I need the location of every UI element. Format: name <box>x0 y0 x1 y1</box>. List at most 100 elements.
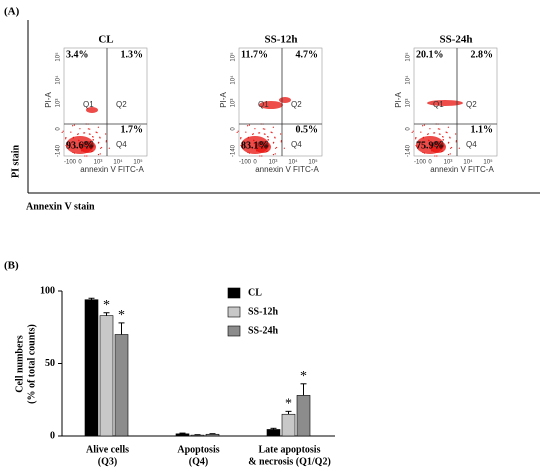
x-tick-label: 10⁴ <box>113 159 123 166</box>
x-axis-label: annexin V FITC-A <box>430 165 494 174</box>
cell-dot <box>421 141 423 144</box>
cell-dot <box>428 142 431 145</box>
cell-dot <box>241 145 243 148</box>
bar <box>190 434 205 437</box>
bar <box>205 433 220 437</box>
cell-dot <box>265 150 267 153</box>
cell-dot <box>423 124 425 126</box>
cell-dot <box>442 136 444 138</box>
outer-x-label: Annexin V stain <box>26 201 95 212</box>
quadrant-percentage: 1.1% <box>471 124 494 135</box>
cell-dot <box>434 132 436 134</box>
cell-dot <box>101 146 103 149</box>
y-tick-label: 10⁵ <box>230 52 237 62</box>
quadrant-percentage: 75.9% <box>416 140 444 151</box>
cell-dot <box>72 137 74 139</box>
quadrant-percentage: 93.6% <box>66 140 94 151</box>
cell-dot <box>99 153 101 155</box>
quadrant-percentage: 11.7% <box>241 49 268 60</box>
cell-dot <box>257 150 259 152</box>
cell-dot <box>422 151 424 154</box>
cell-dot <box>442 150 444 152</box>
quadrant-name: Q1 <box>258 100 269 109</box>
cell-dot <box>82 150 84 152</box>
cell-dot <box>415 138 417 140</box>
x-tick-label: 10³ <box>444 160 453 166</box>
cell-dot <box>61 131 63 134</box>
cell-dot <box>72 125 74 127</box>
cell-dot <box>259 155 261 157</box>
cell-dot <box>99 136 101 138</box>
quadrant-percentage: 0.5% <box>296 124 319 135</box>
cell-dot <box>98 141 100 143</box>
cell-dot <box>78 142 81 145</box>
cell-dot <box>253 142 256 145</box>
cell-dot <box>259 132 261 134</box>
cell-dot <box>431 145 433 147</box>
cell-dot <box>267 150 269 152</box>
plot-title: SS-12h <box>264 34 297 46</box>
x-tick-label: 0 <box>428 160 432 166</box>
cell-dot <box>426 133 429 135</box>
cell-dot <box>448 141 450 143</box>
y-axis-label: (% of total counts) <box>26 324 37 404</box>
cell-dot <box>263 133 265 135</box>
cell-dot <box>433 132 435 134</box>
cell-dot <box>248 124 250 126</box>
x-tick-label: 10⁵ <box>308 159 318 166</box>
cell-dot <box>246 141 248 144</box>
cell-dot <box>95 131 97 133</box>
cell-dot <box>81 150 83 152</box>
cell-dot <box>280 141 282 143</box>
cell-dot <box>431 150 433 152</box>
bar <box>114 334 129 437</box>
cell-dot <box>248 146 251 148</box>
cell-dot <box>261 155 263 157</box>
y-tick-label: 10⁵ <box>55 52 62 62</box>
cell-dot <box>447 126 449 128</box>
x-tick-label: & necrosis (Q1/Q2) <box>248 456 331 467</box>
plot-title: CL <box>98 34 113 46</box>
cell-dot <box>276 146 278 149</box>
cell-dot <box>62 130 64 132</box>
x-axis-label: annexin V FITC-A <box>255 165 319 174</box>
cell-dot <box>450 147 452 149</box>
cell-dot <box>442 139 444 141</box>
significance: * <box>285 397 292 412</box>
y-axis-label: PI-A <box>394 92 403 108</box>
cell-dot <box>256 145 258 147</box>
cell-dot <box>416 145 418 148</box>
bar <box>175 433 190 437</box>
quadrant-percentage: 1.7% <box>121 124 144 135</box>
cell-dot <box>445 131 447 133</box>
x-tick-label: 10⁴ <box>463 159 473 166</box>
cell-dot <box>437 128 439 130</box>
y-tick-label: 50 <box>45 358 55 369</box>
cell-dot <box>73 146 76 148</box>
cell-dot <box>455 133 457 135</box>
cell-dot <box>251 133 254 135</box>
quadrant-name: Q3 <box>433 140 444 149</box>
cell-dot <box>272 126 274 128</box>
cell-dot <box>262 146 264 148</box>
quadrant-name: Q2 <box>291 100 302 109</box>
y-tick-label: 0 <box>231 127 237 131</box>
bar <box>84 299 99 437</box>
cell-dot <box>105 141 107 143</box>
x-tick-label: (Q4) <box>189 456 208 467</box>
cell-cloud <box>259 101 283 109</box>
cell-dot <box>87 128 89 130</box>
cell-dot <box>81 145 83 147</box>
quadrant-name: Q3 <box>258 140 269 149</box>
quadrant-percentage: 2.8% <box>471 49 494 60</box>
cell-dot <box>256 150 258 152</box>
cell-dot <box>66 145 68 148</box>
quadrant-percentage: 20.1% <box>416 49 444 60</box>
cell-dot <box>97 153 100 156</box>
cell-dot <box>70 131 72 133</box>
cell-dot <box>236 131 238 134</box>
y-tick-label: 10⁴ <box>230 75 237 85</box>
cell-dot <box>451 146 453 149</box>
legend-label: SS-24h <box>248 325 278 336</box>
cell-dot <box>65 137 67 139</box>
